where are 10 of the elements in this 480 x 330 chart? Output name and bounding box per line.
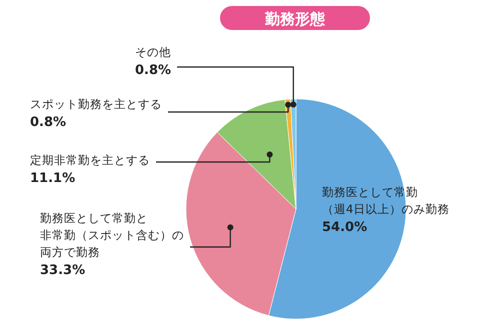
chart-title: 勤務形態	[264, 10, 326, 28]
data-label: 33.3%	[40, 263, 86, 278]
slice-label: スポット勤務を主とする	[30, 97, 162, 111]
title: 勤務形態	[220, 6, 370, 30]
slice-label: 定期非常勤を主とする	[30, 153, 150, 167]
data-label: 11.1%	[30, 171, 76, 186]
data-label: 0.8%	[135, 63, 172, 78]
data-label: 0.8%	[30, 115, 66, 130]
slice-label: その他	[135, 45, 171, 59]
slice-label: 勤務医として常勤と非常勤（スポット含む）の両方で勤務	[40, 211, 184, 259]
